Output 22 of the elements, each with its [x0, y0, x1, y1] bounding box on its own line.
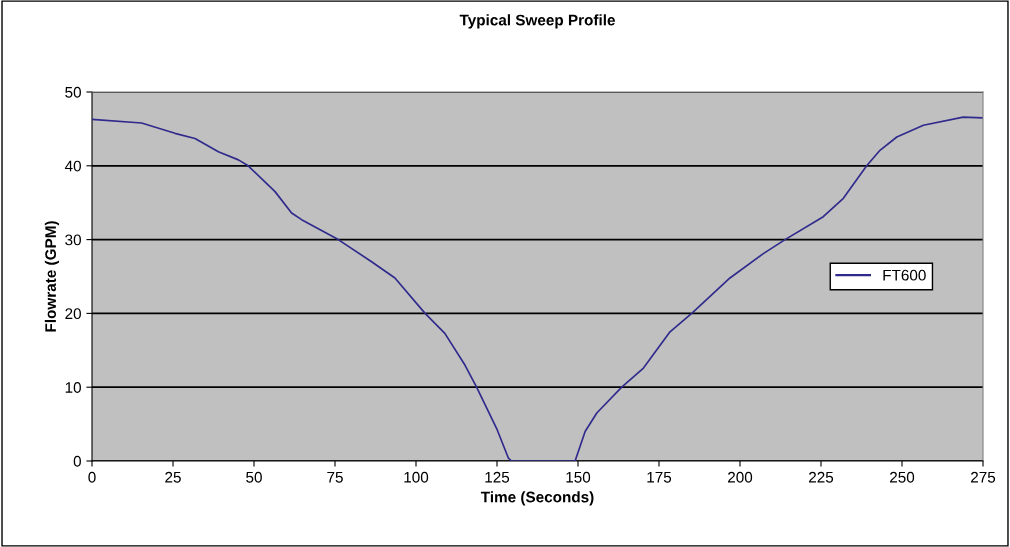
x-tick-label: 225 — [809, 471, 834, 483]
x-tick-label: 275 — [971, 471, 996, 483]
x-tick-label: 250 — [890, 471, 915, 483]
y-axis-title: Flowrate (GPM) — [44, 221, 60, 332]
chart-title: Typical Sweep Profile — [459, 14, 615, 29]
x-tick-label: 200 — [728, 471, 753, 483]
y-tick-label: 40 — [64, 160, 81, 172]
y-tick-label: 10 — [65, 382, 81, 393]
x-tick-label: 100 — [404, 471, 429, 483]
x-tick-label: 175 — [647, 471, 672, 483]
y-tick-label: 50 — [65, 86, 81, 98]
x-tick-label: 75 — [327, 471, 343, 483]
x-tick-label: 25 — [165, 471, 181, 483]
y-tick-label: 30 — [65, 234, 81, 246]
y-tick-label: 0 — [73, 455, 81, 467]
legend-label: FT600 — [883, 269, 926, 281]
x-tick-label: 150 — [566, 471, 591, 483]
x-tick-label: 50 — [246, 471, 262, 483]
x-tick-label: 0 — [88, 471, 96, 483]
x-axis-title: Time (Seconds) — [480, 491, 594, 506]
x-tick-label: 125 — [485, 471, 510, 483]
y-tick-label: 20 — [65, 308, 81, 320]
